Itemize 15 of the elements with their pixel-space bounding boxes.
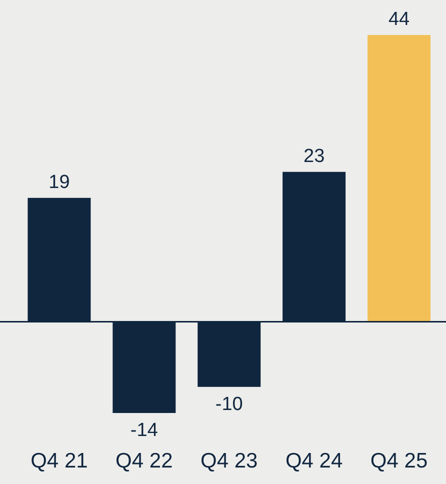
x-tick-label: Q4 25 bbox=[370, 450, 428, 472]
x-tick-label: Q4 22 bbox=[116, 450, 173, 472]
bar bbox=[368, 35, 431, 322]
data-label: 23 bbox=[304, 146, 325, 167]
x-tick-label: Q4 24 bbox=[285, 450, 343, 472]
x-tick-label: Q4 23 bbox=[200, 450, 258, 472]
data-label: 19 bbox=[48, 172, 70, 193]
data-label: -10 bbox=[215, 394, 243, 415]
x-tick-label: Q4 21 bbox=[30, 450, 88, 472]
bar bbox=[112, 322, 176, 413]
bar bbox=[282, 172, 346, 322]
bar bbox=[28, 198, 91, 322]
data-label: 44 bbox=[388, 9, 410, 30]
bar bbox=[198, 322, 261, 387]
data-label: -14 bbox=[130, 420, 158, 441]
